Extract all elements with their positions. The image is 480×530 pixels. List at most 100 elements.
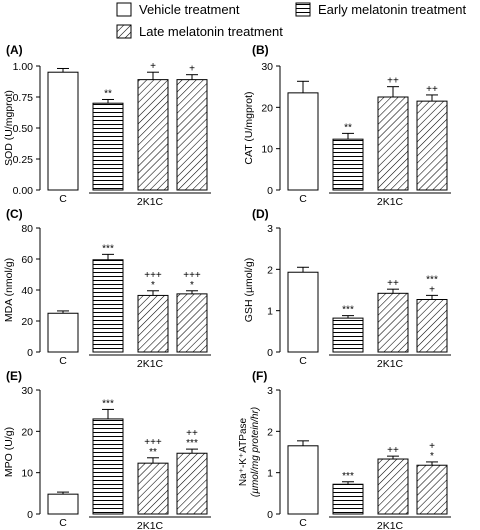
significance-label: +: [189, 64, 195, 75]
y-tick-label: 30: [261, 61, 273, 73]
significance-label: *: [151, 280, 155, 291]
bar: [137, 294, 169, 353]
significance-label: **: [104, 88, 112, 99]
legend: Vehicle treatment Early melatonin treatm…: [116, 2, 467, 39]
bar: [137, 79, 169, 191]
legend-swatch-plain: [116, 2, 132, 17]
bar: [416, 100, 448, 191]
y-tick-label: 1: [267, 306, 273, 318]
panel-label: (C): [6, 207, 23, 221]
y-tick-label: 20: [261, 102, 273, 114]
bar: [137, 462, 169, 515]
significance-label: +: [429, 284, 435, 295]
y-tick-label: 2: [267, 426, 273, 438]
y-axis-title: MDA (nmol/g): [3, 258, 15, 322]
y-tick-label: 20: [21, 316, 33, 328]
legend-item-vehicle: Vehicle treatment: [116, 2, 240, 17]
significance-label: +++: [144, 270, 162, 281]
significance-label: ++: [426, 84, 438, 95]
bar: [47, 71, 79, 191]
bar: [416, 299, 448, 353]
significance-label: +++: [183, 270, 201, 281]
y-tick-label: 0.75: [13, 92, 34, 104]
legend-label: Vehicle treatment: [139, 2, 240, 17]
bar: [332, 483, 364, 515]
significance-label: ++: [387, 278, 399, 289]
significance-label: **: [344, 122, 352, 133]
bar: [377, 292, 409, 353]
y-axis-title: CAT (U/mgprot): [243, 91, 255, 164]
significance-label: +: [150, 61, 156, 72]
bar: [92, 259, 124, 353]
y-tick-label: 1: [267, 468, 273, 480]
y-tick-label: 20: [21, 426, 33, 438]
y-tick-label: 3: [267, 223, 273, 235]
y-tick-label: 0.00: [13, 185, 34, 197]
y-axis-title: GSH (µmol/g): [243, 258, 255, 322]
y-tick-label: 10: [21, 468, 33, 480]
significance-label: ***: [186, 438, 198, 449]
y-tick-label: 40: [21, 285, 33, 297]
bar: [47, 312, 79, 353]
y-tick-label: 30: [21, 385, 33, 397]
bar: [332, 317, 364, 353]
y-tick-label: 0: [267, 509, 273, 521]
significance-label: +++: [144, 437, 162, 448]
significance-label: ***: [102, 243, 114, 254]
bar: [176, 452, 208, 515]
significance-label: ++: [387, 76, 399, 87]
bar: [287, 445, 319, 515]
y-tick-label: 2: [267, 264, 273, 276]
y-tick-label: 1.00: [13, 61, 34, 73]
significance-label: ***: [342, 471, 354, 482]
y-tick-label: 10: [261, 144, 273, 156]
significance-label: *: [430, 451, 434, 462]
y-tick-label: 3: [267, 385, 273, 397]
legend-swatch-hlines: [295, 2, 311, 17]
significance-label: ***: [342, 305, 354, 316]
legend-item-late: Late melatonin treatment: [116, 24, 283, 39]
x-label-control: C: [59, 355, 67, 367]
significance-label: ++: [186, 428, 198, 439]
y-tick-label: 0: [27, 347, 33, 359]
panel-label: (E): [6, 369, 22, 383]
bar: [377, 458, 409, 515]
panel-a-sod: (A) 0.00 0.25 0.50 0.75 1.00 SOD (U/mgprot) ** +…: [3, 43, 211, 208]
x-label-control: C: [299, 517, 307, 529]
panel-f-atpase: (F) 0 1 2 3 Na⁺-K⁺ATPase (µmol/mg protein/hr) *…: [238, 369, 451, 530]
bar: [287, 271, 319, 353]
panel-label: (F): [252, 369, 267, 383]
x-label-model: 2K1C: [377, 196, 404, 208]
significance-label: ***: [426, 274, 438, 285]
legend-label: Early melatonin treatment: [318, 2, 467, 17]
significance-label: +: [429, 441, 435, 452]
y-axis-title: (µmol/mg protein/hr): [250, 407, 261, 497]
y-tick-label: 0.50: [13, 123, 34, 135]
bar: [47, 493, 79, 515]
y-tick-label: 0: [267, 347, 273, 359]
y-axis-title: SOD (U/mgprot): [3, 90, 15, 166]
y-tick-label: 60: [21, 254, 33, 266]
significance-label: ***: [102, 398, 114, 409]
legend-label: Late melatonin treatment: [139, 24, 283, 39]
significance-label: **: [149, 447, 157, 458]
legend-swatch-diag: [116, 24, 132, 39]
y-axis-title: MPO (U/g): [3, 427, 15, 477]
x-label-control: C: [299, 193, 307, 205]
y-axis-title: Na⁺-K⁺ATPase: [238, 417, 249, 486]
x-label-model: 2K1C: [377, 358, 404, 370]
bar: [287, 92, 319, 191]
panel-label: (B): [252, 43, 269, 57]
bar: [92, 102, 124, 191]
x-label-control: C: [299, 355, 307, 367]
panel-label: (D): [252, 207, 269, 221]
x-label-model: 2K1C: [137, 196, 164, 208]
panel-b-cat: (B) 0 10 20 30 CAT (U/mgprot) ** ++ ++ C 2K1C: [243, 43, 451, 208]
bar: [332, 138, 364, 191]
x-label-model: 2K1C: [137, 520, 164, 530]
y-tick-label: 0: [27, 509, 33, 521]
